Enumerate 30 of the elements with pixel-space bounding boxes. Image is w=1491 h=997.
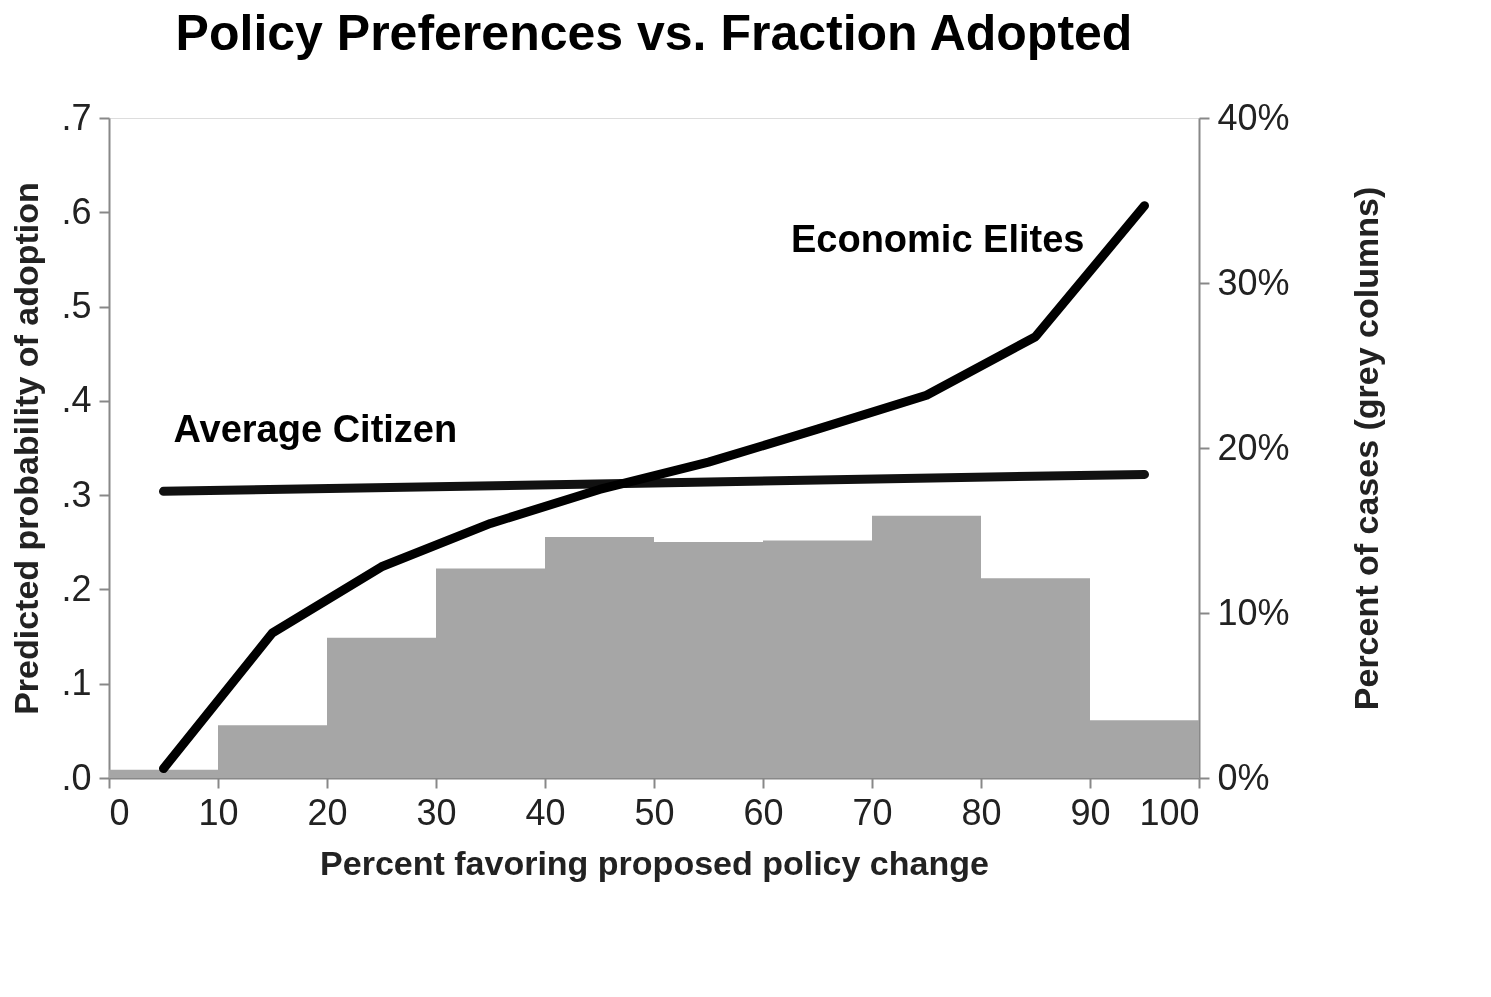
y2-tick-label: 40% <box>1217 96 1290 138</box>
x-tick-label: 60 <box>743 791 784 833</box>
x-tick-label: 90 <box>1070 791 1111 833</box>
y-tick-label: .4 <box>61 379 92 421</box>
y-tick-label: .3 <box>61 473 92 515</box>
x-tick-label: 50 <box>634 791 675 833</box>
x-tick-label: 70 <box>852 791 893 833</box>
y-tick-label: .0 <box>61 756 92 798</box>
y2-axis-title: Percent of cases (grey columns) <box>1346 186 1385 711</box>
y-tick-label: .7 <box>61 96 92 138</box>
y2-tick-label: 10% <box>1217 591 1290 633</box>
y2-tick-label: 0% <box>1217 756 1270 798</box>
y-tick-label: .5 <box>61 285 92 327</box>
chart-title: Policy Preferences vs. Fraction Adopted <box>175 5 1133 61</box>
series-label: Average Citizen <box>173 408 458 451</box>
y2-tick-label: 30% <box>1217 261 1290 303</box>
x-tick-label: 20 <box>307 791 348 833</box>
y-tick-label: .6 <box>61 190 92 232</box>
y2-tick-label: 20% <box>1217 426 1290 468</box>
x-tick-label: 80 <box>961 791 1002 833</box>
y-tick-label: .2 <box>61 567 92 609</box>
x-tick-label: 100 <box>1139 791 1200 833</box>
x-tick-label: 30 <box>416 791 457 833</box>
series-label: Economic Elites <box>790 217 1085 260</box>
y-axis-title: Predicted probability of adoption <box>7 182 46 715</box>
x-tick-label: 40 <box>525 791 566 833</box>
y-tick-label: .1 <box>61 662 92 704</box>
x-axis-title: Percent favoring proposed policy change <box>320 843 989 882</box>
x-tick-label: 0 <box>109 791 130 833</box>
x-tick-label: 10 <box>198 791 239 833</box>
